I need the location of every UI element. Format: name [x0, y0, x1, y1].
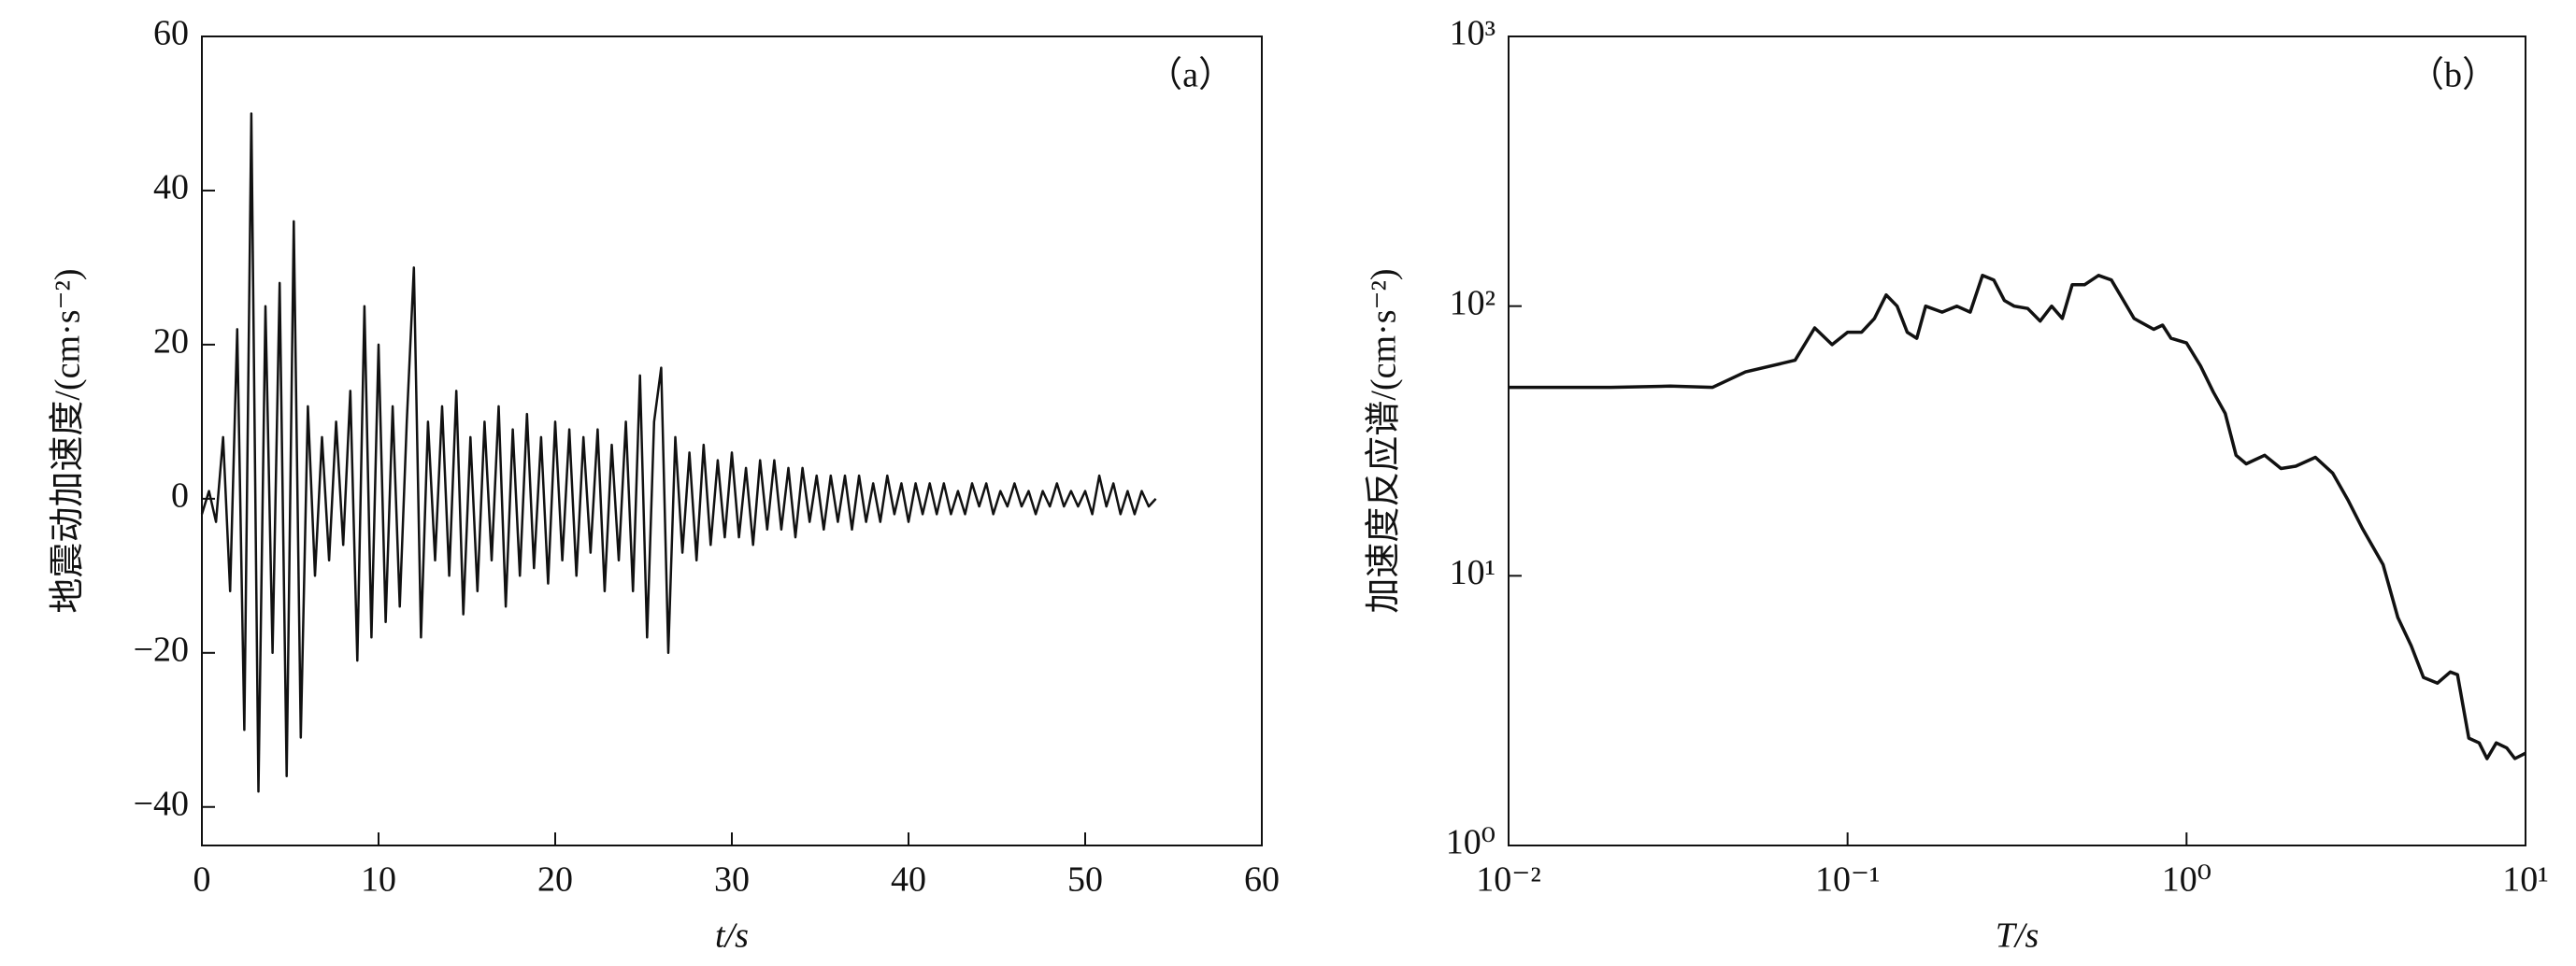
y-tick-label: 10²	[1450, 283, 1496, 322]
x-tick-label: 10¹	[2502, 860, 2548, 900]
annotation: （b）	[2409, 56, 2497, 95]
y-tick-label: 10⁰	[1446, 823, 1496, 862]
x-tick-label: 10⁰	[2162, 860, 2211, 900]
y-tick-label: −40	[134, 784, 189, 823]
y-axis-label: 加速度反应谱/(cm·s⁻²)	[1365, 268, 1404, 613]
x-tick-label: 20	[537, 860, 573, 900]
y-axis-label: 地震动加速度/(cm·s⁻²)	[49, 268, 88, 613]
x-tick-label: 10⁻¹	[1815, 860, 1880, 900]
plot-frame	[1508, 36, 2526, 846]
series-line	[200, 112, 1157, 793]
y-tick-label: 20	[153, 322, 189, 362]
annotation: （a）	[1147, 56, 1234, 95]
x-tick-label: 50	[1067, 860, 1103, 900]
x-tick-label: 40	[891, 860, 926, 900]
x-axis-label: t/s	[715, 916, 749, 956]
x-tick-label: 10	[361, 860, 396, 900]
y-tick-label: 60	[153, 14, 189, 53]
x-axis-label: T/s	[1996, 916, 2039, 956]
y-tick-label: −20	[134, 631, 189, 670]
x-tick-label: 60	[1244, 860, 1280, 900]
x-tick-label: 0	[193, 860, 211, 900]
series-line	[1509, 274, 2526, 760]
y-tick-label: 10¹	[1450, 553, 1496, 592]
y-tick-label: 10³	[1450, 14, 1496, 53]
y-tick-label: 0	[171, 476, 189, 516]
x-tick-label: 10⁻²	[1476, 860, 1540, 900]
y-tick-label: 40	[153, 168, 189, 207]
x-tick-label: 30	[714, 860, 750, 900]
